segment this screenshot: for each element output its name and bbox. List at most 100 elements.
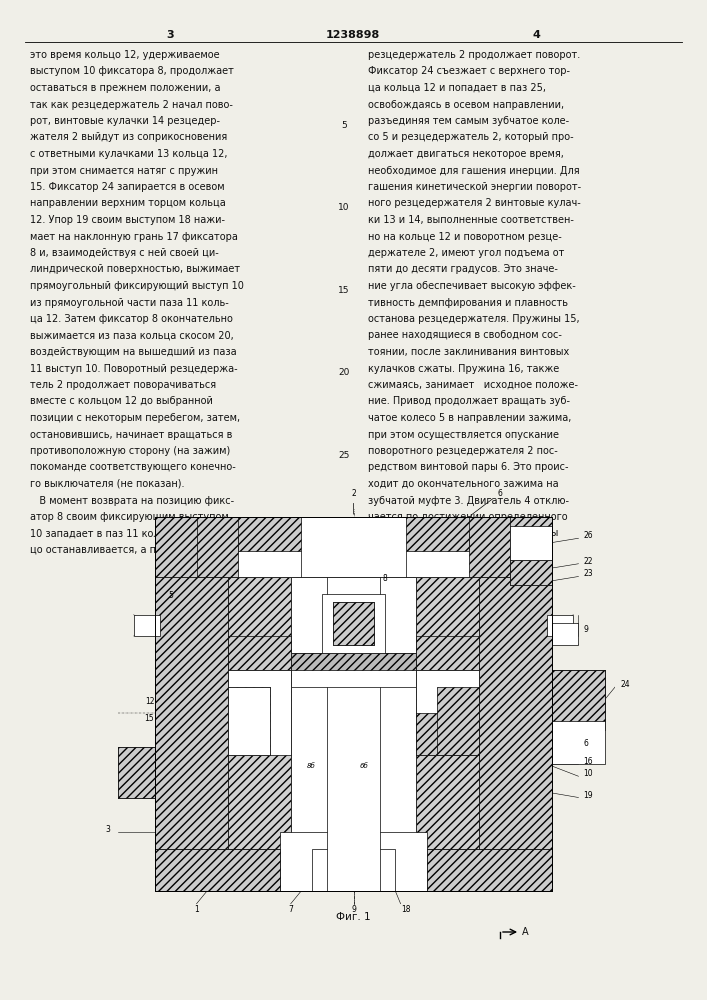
Bar	[552, 623, 578, 645]
Text: рот, винтовые кулачки 14 резцедер-: рот, винтовые кулачки 14 резцедер-	[30, 116, 220, 126]
Text: ки 13 и 14, выполненные соответствен-: ки 13 и 14, выполненные соответствен-	[368, 215, 574, 225]
Text: останова резцедержателя. Пружины 15,: останова резцедержателя. Пружины 15,	[368, 314, 580, 324]
Text: поворотного резцедержателя 2 пос-: поворотного резцедержателя 2 пос-	[368, 446, 558, 456]
Polygon shape	[197, 517, 510, 576]
Polygon shape	[155, 848, 280, 891]
Text: гашения кинетической энергии поворот-: гашения кинетической энергии поворот-	[368, 182, 581, 192]
Text: 15: 15	[338, 286, 350, 295]
Text: остановившись, начинает вращаться в: остановившись, начинает вращаться в	[30, 430, 233, 440]
Text: 12. Упор 19 своим выступом 18 нажи-: 12. Упор 19 своим выступом 18 нажи-	[30, 215, 225, 225]
Text: 12: 12	[145, 697, 154, 706]
Polygon shape	[510, 560, 552, 585]
Text: держателе 2, имеют угол подъема от: держателе 2, имеют угол подъема от	[368, 248, 564, 258]
Bar	[291, 576, 416, 848]
Text: 8 и, взаимодействуя с ней своей ци-: 8 и, взаимодействуя с ней своей ци-	[30, 248, 218, 258]
Polygon shape	[228, 670, 291, 712]
Text: освобождаясь в осевом направлении,: освобождаясь в осевом направлении,	[368, 100, 564, 109]
Text: пяти до десяти градусов. Это значе-: пяти до десяти градусов. Это значе-	[368, 264, 558, 274]
Text: ранее находящиеся в свободном сос-: ранее находящиеся в свободном сос-	[368, 330, 562, 340]
Text: инструмента заканчивается.: инструмента заканчивается.	[368, 545, 518, 555]
Polygon shape	[427, 848, 552, 891]
Polygon shape	[228, 576, 291, 848]
Polygon shape	[416, 712, 479, 755]
Text: разъединяя тем самым зубчатое коле-: разъединяя тем самым зубчатое коле-	[368, 116, 569, 126]
Text: сжимаясь, занимает   исходное положе-: сжимаясь, занимает исходное положе-	[368, 380, 578, 390]
Text: вместе с кольцом 12 до выбранной: вместе с кольцом 12 до выбранной	[30, 396, 213, 406]
Text: мает на наклонную грань 17 фиксатора: мает на наклонную грань 17 фиксатора	[30, 232, 238, 241]
Polygon shape	[155, 576, 228, 848]
Text: редством винтовой пары 6. Это проис-: редством винтовой пары 6. Это проис-	[368, 462, 568, 473]
Text: Фиг. 1: Фиг. 1	[336, 912, 370, 922]
Text: покоманде соответствующего конечно-: покоманде соответствующего конечно-	[30, 462, 235, 473]
Bar	[312, 848, 395, 891]
Text: чается по достижении определенного: чается по достижении определенного	[368, 512, 568, 522]
Polygon shape	[416, 670, 479, 712]
Text: 18: 18	[401, 905, 411, 914]
Text: позиции с некоторым перебегом, затем,: позиции с некоторым перебегом, затем,	[30, 413, 240, 423]
Text: со 5 и резцедержатель 2, который про-: со 5 и резцедержатель 2, который про-	[368, 132, 573, 142]
Text: при этом осуществляется опускание: при этом осуществляется опускание	[368, 430, 559, 440]
Text: выжимается из паза кольца скосом 20,: выжимается из паза кольца скосом 20,	[30, 330, 234, 340]
Text: кулачков сжаты. Пружина 16, также: кулачков сжаты. Пружина 16, также	[368, 363, 559, 373]
Text: чатое колесо 5 в направлении зажима,: чатое колесо 5 в направлении зажима,	[368, 413, 571, 423]
Bar	[280, 832, 427, 891]
Text: 7: 7	[288, 905, 293, 914]
Text: 1238898: 1238898	[326, 30, 380, 40]
Bar	[416, 670, 479, 755]
Text: 10: 10	[338, 203, 350, 212]
Bar	[552, 670, 604, 730]
Text: 3: 3	[166, 30, 174, 40]
Bar	[510, 526, 552, 560]
Text: 20: 20	[339, 368, 350, 377]
Bar	[291, 653, 416, 687]
Text: 2: 2	[351, 489, 356, 514]
Polygon shape	[416, 576, 479, 848]
Bar	[118, 746, 155, 798]
Text: усилия зажима. На этом цикл смены: усилия зажима. На этом цикл смены	[368, 528, 559, 538]
Text: ца 12. Затем фиксатор 8 окончательно: ца 12. Затем фиксатор 8 окончательно	[30, 314, 233, 324]
Polygon shape	[479, 576, 552, 848]
Bar	[134, 615, 160, 636]
Text: 15: 15	[145, 714, 154, 723]
Text: ние. Привод продолжает вращать зуб-: ние. Привод продолжает вращать зуб-	[368, 396, 570, 406]
Polygon shape	[155, 848, 552, 891]
Bar	[228, 670, 291, 755]
Text: ца кольца 12 и попадает в паз 25,: ца кольца 12 и попадает в паз 25,	[368, 83, 546, 93]
Text: из прямоугольной части паза 11 коль-: из прямоугольной части паза 11 коль-	[30, 298, 229, 308]
Text: воздействующим на вышедший из паза: воздействующим на вышедший из паза	[30, 347, 237, 357]
Bar	[327, 576, 380, 891]
Text: 30: 30	[338, 533, 350, 542]
Text: жателя 2 выйдут из соприкосновения: жателя 2 выйдут из соприкосновения	[30, 132, 227, 142]
Text: ходит до окончательного зажима на: ходит до окончательного зажима на	[368, 479, 559, 489]
Text: резцедержатель 2 продолжает поворот.: резцедержатель 2 продолжает поворот.	[368, 50, 580, 60]
Bar	[301, 517, 406, 576]
Text: противоположную сторону (на зажим): противоположную сторону (на зажим)	[30, 446, 230, 456]
Text: зубчатой муфте 3. Двигатель 4 отклю-: зубчатой муфте 3. Двигатель 4 отклю-	[368, 495, 569, 506]
Text: 23: 23	[584, 570, 593, 578]
Bar	[228, 687, 270, 755]
Text: 19: 19	[584, 790, 593, 800]
Text: 9: 9	[584, 625, 588, 634]
Text: 22: 22	[584, 557, 593, 566]
Bar	[322, 593, 385, 653]
Text: 16: 16	[584, 756, 593, 766]
Text: необходимое для гашения инерции. Для: необходимое для гашения инерции. Для	[368, 165, 580, 176]
Bar	[510, 560, 552, 585]
Text: го выключателя (не показан).: го выключателя (не показан).	[30, 479, 185, 489]
Bar	[547, 615, 573, 636]
Text: 6: 6	[584, 740, 588, 748]
Bar	[238, 534, 469, 576]
Bar	[332, 602, 375, 645]
Text: A: A	[522, 927, 529, 937]
Text: В момент возврата на позицию фикс-: В момент возврата на позицию фикс-	[30, 495, 234, 506]
Text: но на кольце 12 и поворотном резце-: но на кольце 12 и поворотном резце-	[368, 232, 562, 241]
Polygon shape	[118, 746, 155, 798]
Bar	[552, 721, 604, 764]
Polygon shape	[228, 687, 270, 712]
Polygon shape	[228, 712, 270, 755]
Text: оставаться в прежнем положении, а: оставаться в прежнем положении, а	[30, 83, 221, 93]
Text: с ответными кулачками 13 кольца 12,: с ответными кулачками 13 кольца 12,	[30, 149, 228, 159]
Polygon shape	[118, 746, 155, 798]
Text: 5: 5	[341, 121, 347, 130]
Text: должает двигаться некоторое время,: должает двигаться некоторое время,	[368, 149, 564, 159]
